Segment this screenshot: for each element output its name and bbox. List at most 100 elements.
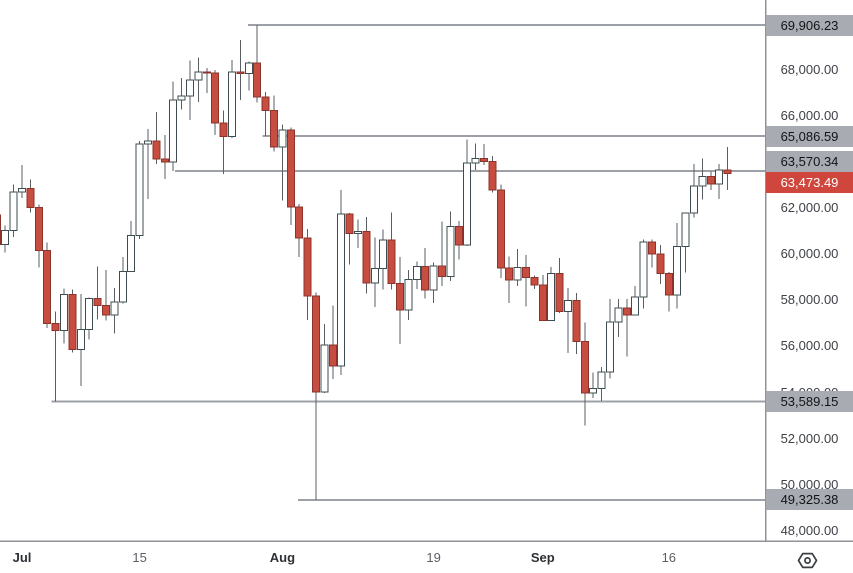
price-axis-label: 60,000.00 [780, 246, 839, 262]
time-axis-label-16: 16 [661, 550, 677, 565]
candle-body-sep-19 [690, 185, 698, 214]
candle-body-aug-17 [412, 265, 421, 280]
candle-body-jul-6 [60, 293, 68, 332]
candle-body-jul-29 [253, 62, 262, 98]
price-axis-label: 50,000.00 [780, 476, 839, 492]
candle-body-aug-2 [286, 129, 295, 208]
candle-body-sep-4 [564, 299, 572, 313]
candle-body-aug-31 [530, 276, 539, 286]
candle-body-aug-20 [438, 265, 446, 278]
hexagon-logo-icon[interactable] [797, 551, 818, 570]
price-badge-swing-low-2: 63,570.34 [766, 151, 853, 173]
time-axis-label-15: 15 [132, 550, 147, 565]
candle-body-sep-22 [715, 169, 724, 185]
candle-body-aug-9 [345, 213, 354, 234]
candle-body-aug-22 [454, 226, 463, 246]
candle-body-jul-8 [76, 329, 85, 350]
candle-body-sep-7 [589, 387, 598, 394]
candle-body-aug-5 [312, 295, 320, 393]
candle-body-jul-7 [68, 293, 77, 350]
time-axis-label-jul: Jul [12, 550, 32, 565]
candle-body-jul-31 [270, 110, 278, 148]
time-axis-label-aug: Aug [269, 550, 296, 565]
candle-body-jul-18 [160, 158, 169, 163]
candle-body-aug-23 [463, 162, 472, 246]
candle-body-aug-28 [505, 267, 514, 281]
candle-body-sep-8 [597, 371, 606, 389]
candle-body-sep-10 [614, 307, 623, 323]
price-axis-label: 56,000.00 [780, 338, 839, 354]
candle-body-aug-19 [429, 265, 438, 291]
time-axis-label-sep: Sep [530, 550, 555, 565]
price-axis-label: 68,000.00 [780, 61, 839, 77]
candle-body-aug-4 [303, 237, 312, 297]
candle-body-aug-24 [471, 157, 480, 164]
price-badge-high: 69,906.23 [766, 14, 853, 36]
price-badge-swing-low-3: 53,589.15 [766, 391, 853, 413]
candle-body-jul-9 [85, 298, 94, 331]
candle-body-sep-13 [639, 241, 648, 298]
candle-body-sep-15 [656, 253, 665, 275]
candle-body-sep-5 [572, 299, 581, 343]
candle-body-aug-3 [295, 206, 304, 239]
candle-body-jul-15 [135, 143, 144, 236]
candle-body-jul-30 [261, 96, 270, 112]
time-axis-label-19: 19 [426, 550, 441, 565]
candle-body-jul-24 [211, 72, 220, 124]
price-axis-label: 66,000.00 [780, 107, 839, 123]
candle-body-jul-11 [102, 305, 110, 316]
candle-body-sep-11 [622, 307, 631, 316]
candle-body-jul-10 [93, 298, 102, 307]
candle-body-jul-23 [202, 71, 211, 74]
price-badge-swing-low-1: 65,086.59 [766, 125, 853, 147]
candle-body-jul-14 [127, 234, 136, 272]
candle-body-aug-8 [337, 213, 346, 367]
candle-body-aug-27 [496, 189, 505, 269]
candle-body-aug-25 [480, 157, 488, 162]
candle-body-aug-29 [513, 267, 522, 281]
price-axis[interactable] [766, 0, 853, 541]
candle-body-jun-29 [1, 230, 10, 245]
candle-body-aug-7 [328, 344, 337, 367]
time-axis[interactable] [0, 542, 765, 573]
candle-body-aug-18 [421, 265, 430, 291]
candle-body-aug-12 [370, 268, 379, 284]
candle-body-aug-1 [278, 129, 287, 148]
price-axis-label: 48,000.00 [780, 523, 839, 538]
candle-body-sep-20 [698, 175, 707, 187]
price-axis-label: 62,000.00 [780, 199, 839, 215]
candle-body-sep-18 [681, 212, 690, 247]
candle-body-sep-1 [538, 284, 547, 322]
candle-body-sep-9 [606, 321, 614, 373]
candle-body-jun-30 [9, 191, 18, 232]
candle-body-aug-26 [488, 160, 497, 191]
candle-body-jul-16 [144, 140, 152, 145]
candle-body-sep-23 [723, 169, 732, 174]
candle-body-jul-20 [177, 95, 186, 101]
candle-body-aug-10 [354, 231, 362, 234]
price-axis-label: 52,000.00 [780, 430, 839, 446]
candle-body-jul-22 [194, 71, 203, 81]
candle-body-jul-12 [110, 301, 119, 316]
candle-body-aug-16 [404, 278, 413, 311]
price-badge-crash-low: 49,325.38 [766, 489, 853, 511]
candle-body-jul-17 [152, 140, 161, 160]
candle-body-jul-1 [18, 187, 26, 193]
candle-body-aug-21 [446, 226, 455, 278]
price-axis-label: 58,000.00 [780, 292, 839, 308]
candle-body-jul-21 [186, 79, 194, 97]
candle-body-jul-28 [244, 62, 253, 74]
candle-body-sep-14 [648, 241, 656, 255]
candle-body-sep-2 [547, 273, 556, 322]
candle-body-sep-6 [580, 341, 589, 394]
candle-body-jul-13 [118, 270, 127, 303]
candle-body-jul-25 [219, 122, 228, 138]
candle-body-sep-3 [555, 273, 564, 313]
candle-body-aug-11 [362, 231, 371, 284]
candle-body-jul-4 [43, 249, 52, 324]
candle-body-sep-16 [664, 273, 673, 296]
candle-body-jul-19 [169, 99, 178, 163]
candle-body-aug-15 [396, 283, 404, 311]
